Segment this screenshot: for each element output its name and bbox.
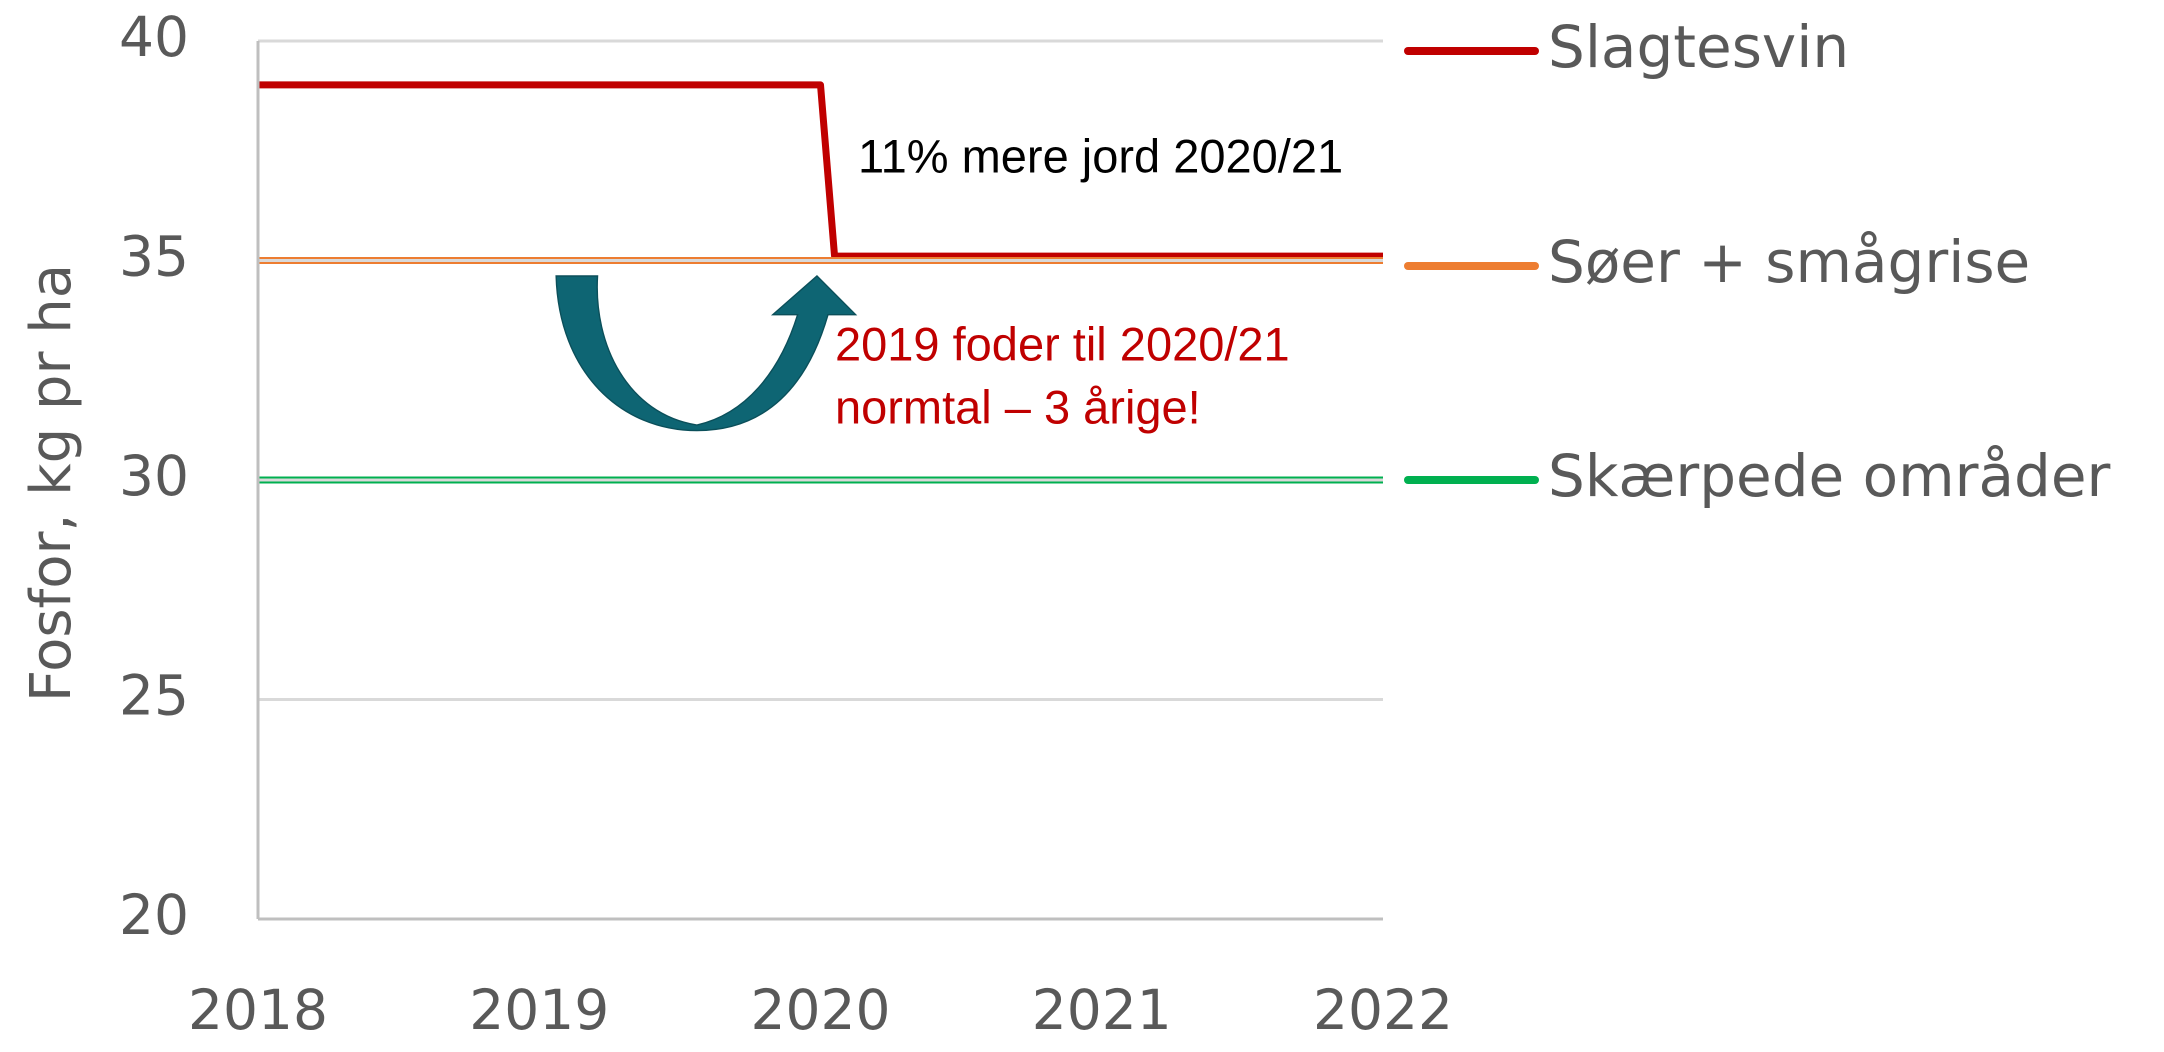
y-axis-label: Fosfor, kg pr ha xyxy=(19,264,84,702)
legend-label: Søer + smågrise xyxy=(1548,228,2030,296)
legend-label: Skærpede områder xyxy=(1548,442,2111,510)
y-tick-label: 40 xyxy=(119,5,189,69)
annotation: 2019 foder til 2020/21 xyxy=(835,317,1290,370)
annotation: 11% mere jord 2020/21 xyxy=(858,129,1343,182)
x-tick-label: 2020 xyxy=(751,978,891,1042)
y-tick-label: 35 xyxy=(119,225,189,289)
x-tick-label: 2018 xyxy=(188,978,328,1042)
x-tick-label: 2022 xyxy=(1313,978,1453,1042)
y-tick-label: 20 xyxy=(119,883,189,947)
series-line xyxy=(258,81,1383,260)
annotation: normtal – 3 årige! xyxy=(835,380,1201,433)
legend-label: Slagtesvin xyxy=(1548,13,1849,81)
x-tick-label: 2021 xyxy=(1032,978,1172,1042)
arrow-icon xyxy=(555,275,858,432)
y-tick-label: 25 xyxy=(119,664,189,728)
x-tick-label: 2019 xyxy=(469,978,609,1042)
y-tick-label: 30 xyxy=(119,444,189,508)
